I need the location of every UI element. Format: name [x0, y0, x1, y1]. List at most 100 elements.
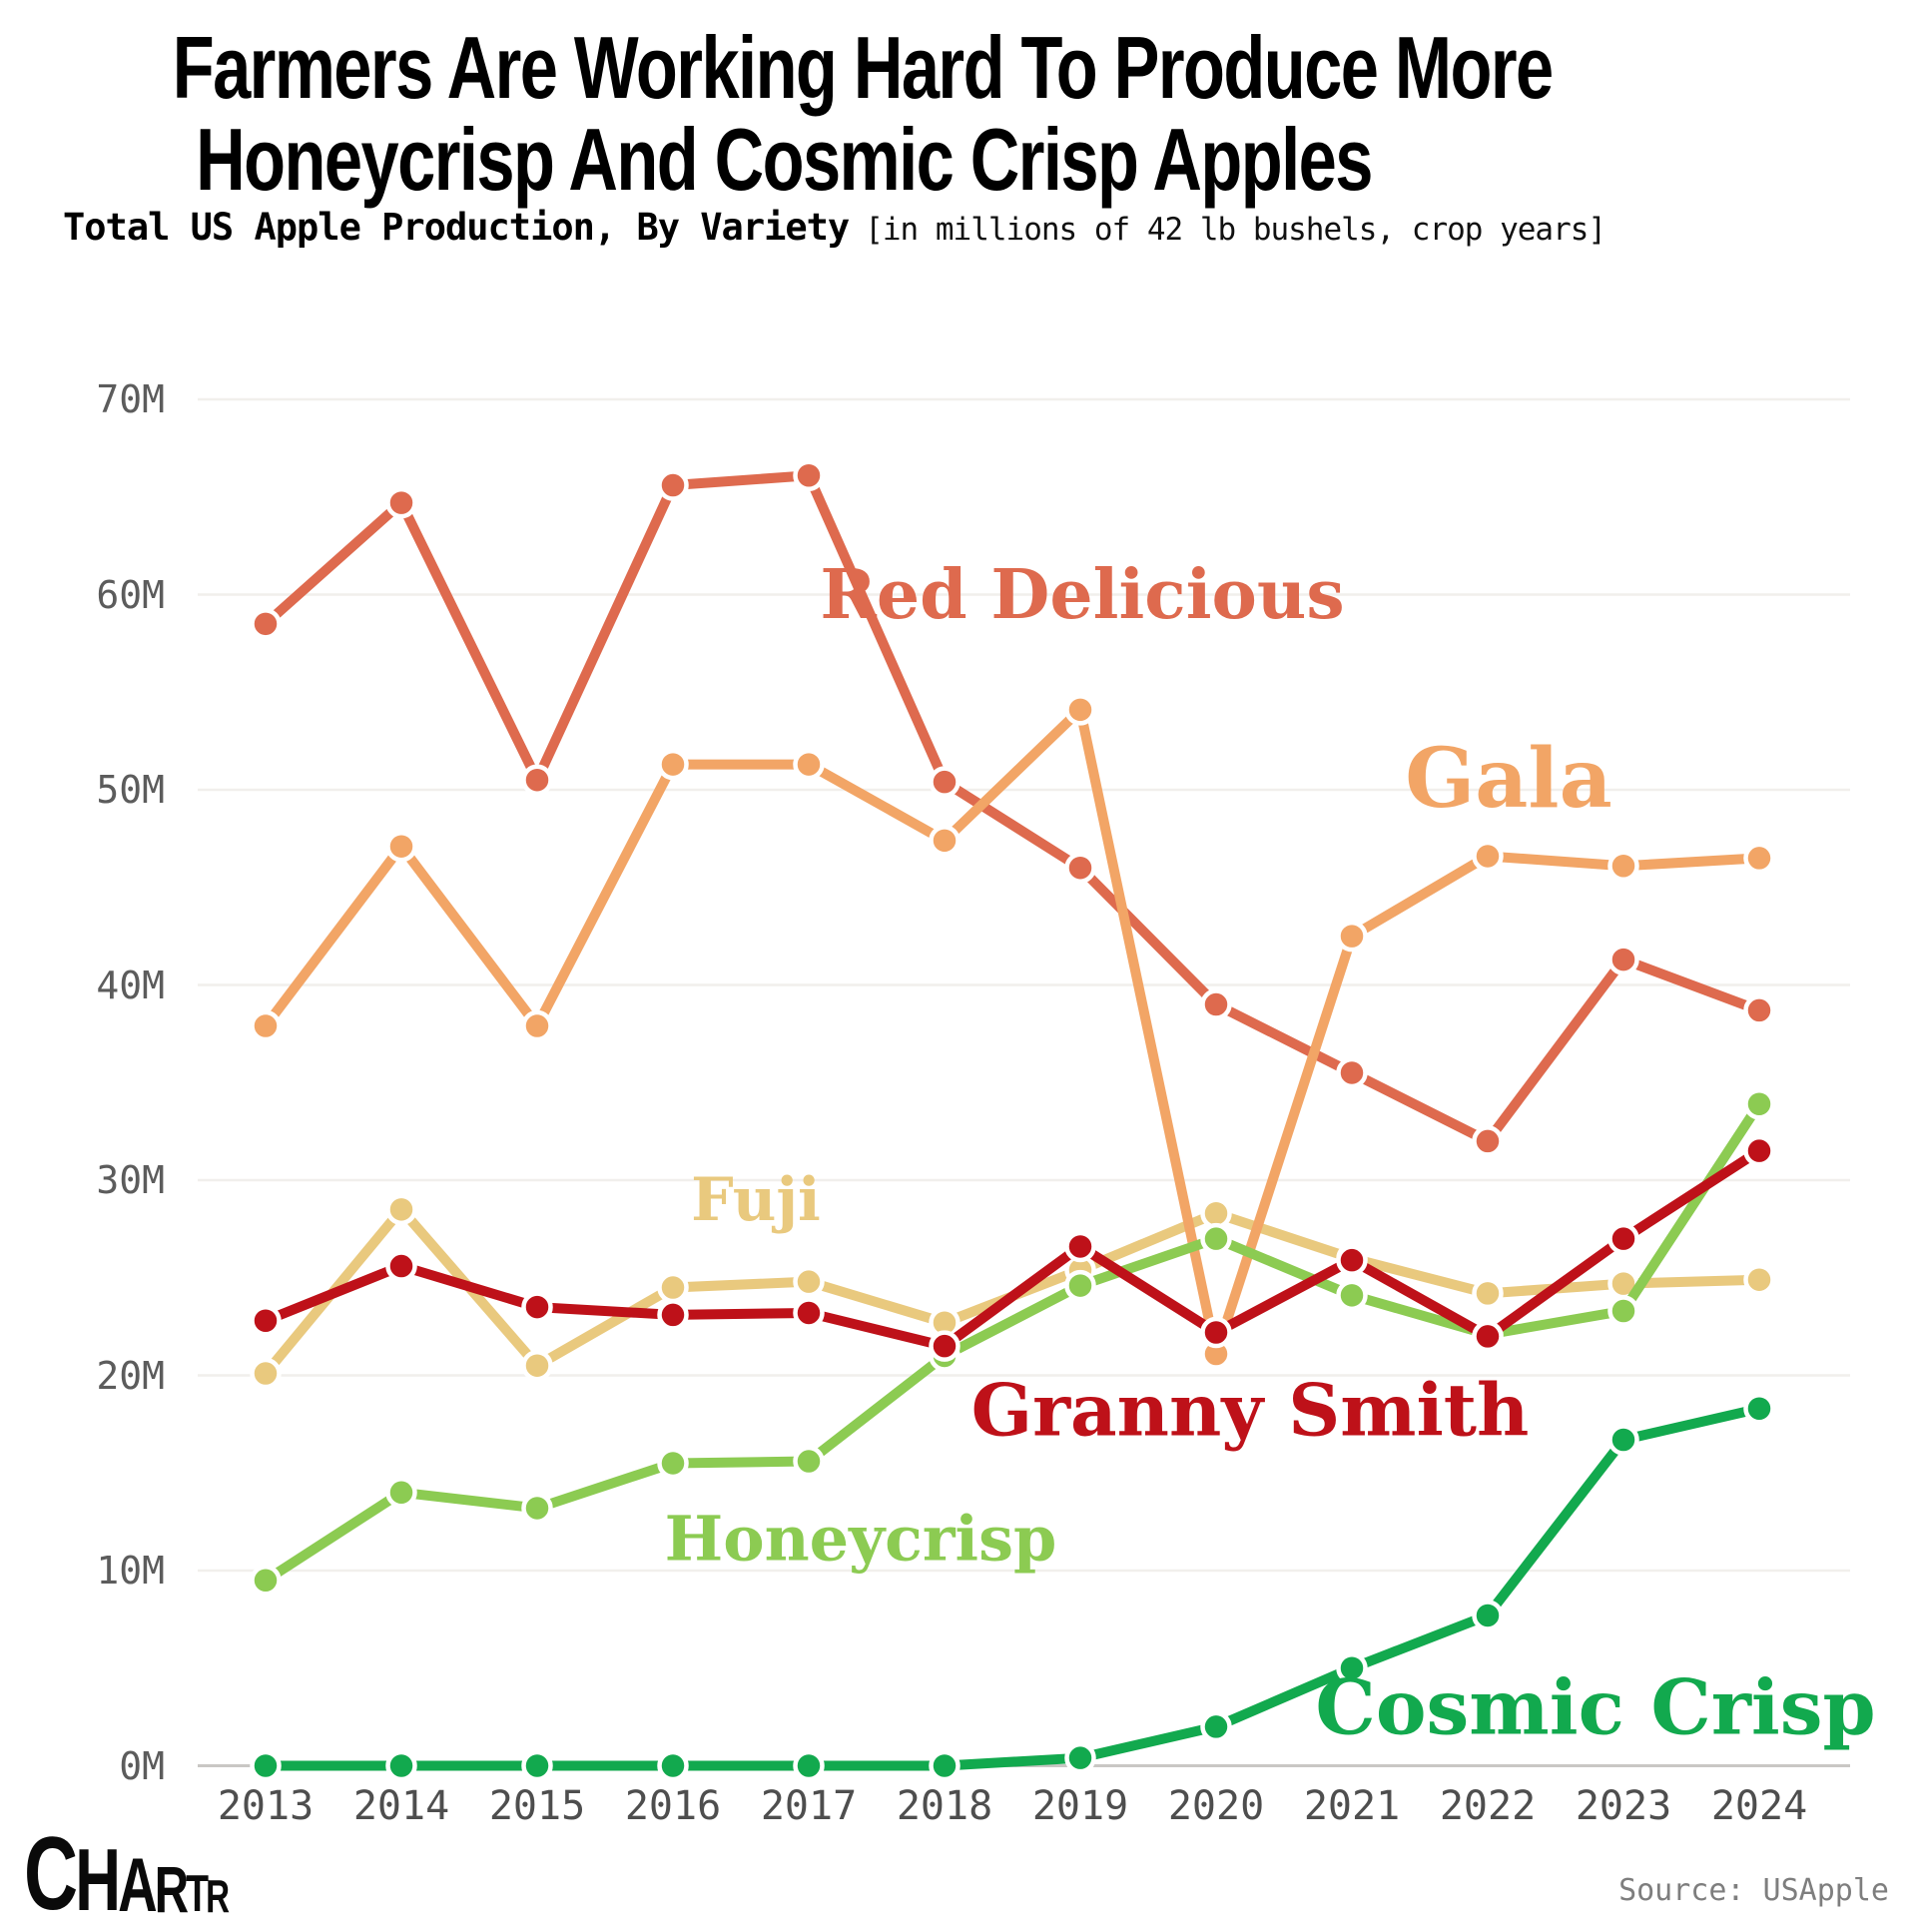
point-red-delicious-2016: [657, 469, 689, 501]
point-honeycrisp-2019: [1064, 1269, 1096, 1302]
point-granny-smith-2016: [657, 1299, 689, 1331]
point-red-delicious-2019: [1064, 852, 1096, 884]
point-cosmic-crisp-2024: [1743, 1392, 1775, 1425]
x-tick-2013: 2013: [217, 1783, 315, 1829]
point-red-delicious-2021: [1336, 1056, 1368, 1089]
y-tick-20M: 20M: [96, 1353, 165, 1398]
point-gala-2013: [250, 1009, 282, 1042]
subtitle-main: Total US Apple Production, By Variety: [63, 206, 850, 249]
source-credit: Source: USApple: [1618, 1873, 1889, 1908]
line-gala: [261, 704, 1764, 1359]
x-tick-2017: 2017: [760, 1783, 858, 1829]
y-tick-30M: 30M: [96, 1158, 165, 1202]
point-granny-smith-2015: [521, 1291, 553, 1323]
title-line-2: Honeycrisp And Cosmic Crisp Apples: [196, 109, 1373, 209]
point-fuji-2017: [793, 1265, 825, 1298]
point-honeycrisp-2015: [521, 1492, 553, 1525]
line-red-delicious: [261, 470, 1764, 1146]
logo-letter: R: [154, 1851, 189, 1926]
point-fuji-2014: [385, 1193, 417, 1226]
point-honeycrisp-2016: [657, 1447, 689, 1480]
subtitle: Total US Apple Production, By Variety [i…: [63, 206, 1606, 249]
point-cosmic-crisp-2022: [1472, 1600, 1504, 1631]
series-label-red-delicious: Red Delicious: [820, 555, 1345, 635]
point-granny-smith-2014: [385, 1250, 417, 1282]
point-granny-smith-2023: [1607, 1222, 1639, 1255]
point-gala-2016: [657, 748, 689, 781]
point-gala-2019: [1064, 694, 1096, 726]
point-fuji-2020: [1200, 1197, 1232, 1229]
point-cosmic-crisp-2019: [1064, 1741, 1096, 1774]
point-red-delicious-2015: [521, 764, 553, 796]
point-red-delicious-2017: [793, 459, 825, 491]
point-cosmic-crisp-2021: [1336, 1652, 1368, 1684]
point-honeycrisp-2014: [385, 1477, 417, 1509]
logo-letter: T: [186, 1865, 209, 1924]
x-tick-2018: 2018: [896, 1783, 993, 1829]
x-tick-2023: 2023: [1575, 1783, 1672, 1829]
point-cosmic-crisp-2023: [1607, 1424, 1639, 1456]
y-tick-10M: 10M: [96, 1549, 165, 1593]
x-tick-2014: 2014: [352, 1783, 450, 1829]
y-tick-70M: 70M: [96, 377, 165, 421]
point-cosmic-crisp-2016: [657, 1749, 689, 1782]
point-granny-smith-2017: [793, 1297, 825, 1329]
point-red-delicious-2023: [1607, 944, 1639, 975]
point-fuji-2013: [250, 1357, 282, 1390]
point-gala-2022: [1472, 840, 1504, 873]
point-red-delicious-2014: [385, 486, 417, 519]
point-granny-smith-2021: [1336, 1244, 1368, 1276]
point-cosmic-crisp-2015: [521, 1749, 553, 1782]
x-tick-2020: 2020: [1167, 1783, 1265, 1829]
point-cosmic-crisp-2017: [793, 1749, 825, 1782]
point-granny-smith-2018: [929, 1330, 960, 1362]
point-gala-2015: [521, 1009, 553, 1042]
point-red-delicious-2024: [1743, 994, 1775, 1026]
point-granny-smith-2013: [250, 1305, 282, 1337]
series-label-honeycrisp: Honeycrisp: [664, 1502, 1057, 1576]
point-cosmic-crisp-2013: [250, 1749, 282, 1782]
y-tick-0M: 0M: [119, 1743, 165, 1788]
point-gala-2014: [385, 830, 417, 863]
point-honeycrisp-2017: [793, 1445, 825, 1478]
point-honeycrisp-2013: [250, 1565, 282, 1597]
series-label-cosmic-crisp: Cosmic Crisp: [1315, 1662, 1876, 1752]
point-gala-2017: [793, 748, 825, 781]
series-label-gala: Gala: [1405, 731, 1612, 827]
point-gala-2024: [1743, 842, 1775, 875]
point-red-delicious-2013: [250, 608, 282, 640]
x-tick-2024: 2024: [1710, 1783, 1808, 1829]
x-tick-2019: 2019: [1031, 1783, 1129, 1829]
logo-letter: C: [24, 1815, 78, 1932]
point-fuji-2024: [1743, 1263, 1775, 1296]
subtitle-unit-note: [in millions of 42 lb bushels, crop year…: [865, 212, 1606, 248]
series-label-granny-smith: Granny Smith: [970, 1367, 1530, 1453]
x-tick-2015: 2015: [488, 1783, 586, 1829]
point-gala-2021: [1336, 920, 1368, 953]
line-honeycrisp: [261, 1098, 1764, 1586]
point-honeycrisp-2024: [1743, 1088, 1775, 1120]
series-label-fuji: Fuji: [691, 1165, 821, 1235]
title-line-1: Farmers Are Working Hard To Produce More: [172, 18, 1554, 117]
point-fuji-2022: [1472, 1277, 1504, 1310]
logo-letter: R: [206, 1870, 230, 1923]
point-red-delicious-2018: [929, 766, 960, 798]
point-granny-smith-2019: [1064, 1230, 1096, 1263]
point-fuji-2016: [657, 1271, 689, 1304]
point-honeycrisp-2020: [1200, 1222, 1232, 1255]
point-granny-smith-2020: [1200, 1316, 1232, 1349]
logo-letter: A: [118, 1842, 158, 1928]
point-granny-smith-2024: [1743, 1134, 1775, 1167]
point-cosmic-crisp-2020: [1200, 1710, 1232, 1743]
point-gala-2018: [929, 825, 960, 857]
point-honeycrisp-2021: [1336, 1279, 1368, 1312]
point-granny-smith-2022: [1472, 1320, 1504, 1353]
x-tick-2021: 2021: [1303, 1783, 1401, 1829]
point-fuji-2015: [521, 1349, 553, 1382]
line-cosmic-crisp: [261, 1403, 1764, 1771]
point-red-delicious-2020: [1200, 988, 1232, 1020]
logo-letter: H: [75, 1830, 121, 1930]
y-tick-40M: 40M: [96, 963, 165, 1007]
